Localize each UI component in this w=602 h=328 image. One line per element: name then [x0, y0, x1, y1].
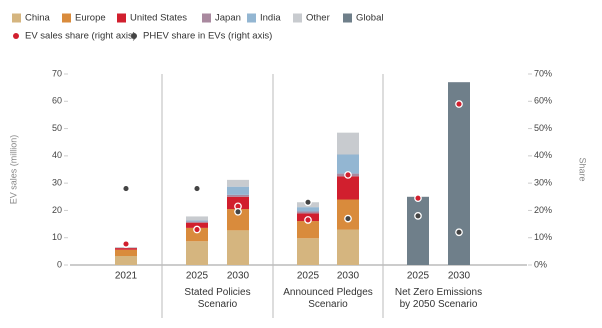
- share-dot: [193, 225, 201, 234]
- bar-segment: [297, 238, 319, 265]
- legend-label: Europe: [75, 13, 106, 24]
- legend-swatch: [293, 13, 302, 23]
- bar-segment: [227, 230, 249, 265]
- legend-label: Japan: [215, 13, 241, 24]
- bar-segment: [186, 216, 208, 221]
- y-tick-label: 30: [52, 178, 62, 188]
- legend-swatch: [343, 13, 352, 23]
- y-tick-label: 20: [52, 205, 62, 215]
- y-tick-label: 10: [52, 232, 62, 242]
- y2-tick-label: 20%: [534, 205, 552, 215]
- bar-segment: [297, 211, 319, 214]
- legend-label: India: [260, 13, 281, 24]
- share-dot: [193, 184, 201, 193]
- bar-segment: [337, 199, 359, 230]
- x-tick-label: 2021: [115, 271, 138, 282]
- bar-segment: [337, 132, 359, 155]
- y-axis-title: EV sales (million): [8, 135, 18, 205]
- legend-dot: [13, 33, 19, 39]
- x-tick-label: 2025: [186, 271, 209, 282]
- y-tick-label: 70: [52, 68, 62, 78]
- y2-tick-label: 40%: [534, 150, 552, 160]
- x-tick-label: 2025: [297, 271, 320, 282]
- share-dot: [455, 100, 463, 108]
- legend-label: Global: [356, 13, 383, 24]
- legend-swatch: [117, 13, 126, 23]
- legend-dot: [131, 33, 137, 39]
- share-dot: [344, 171, 352, 179]
- bar-segment: [407, 196, 429, 265]
- y-tick-label: 60: [52, 96, 62, 106]
- bar-segment: [115, 255, 137, 265]
- bar-segment: [337, 229, 359, 265]
- y-tick-label: 0: [57, 259, 62, 269]
- x-tick-label: 2030: [227, 271, 250, 282]
- y-tick-label: 40: [52, 150, 62, 160]
- y2-tick-label: 0%: [534, 259, 547, 269]
- group-label: Net Zero Emissions by 2050 Scenario: [394, 287, 483, 310]
- legend-label: EV sales share (right axis): [25, 31, 136, 42]
- bar-segment: [227, 179, 249, 187]
- legend-label: United States: [130, 13, 187, 24]
- x-tick-label: 2030: [448, 271, 471, 282]
- legend-swatch: [62, 13, 71, 23]
- share-dot: [122, 240, 130, 248]
- group-label: Stated Policies Scenario: [184, 287, 251, 310]
- bar-segment: [115, 248, 137, 250]
- y2-tick-label: 50%: [534, 123, 552, 133]
- bar-segment: [337, 176, 359, 200]
- bar-segment: [297, 221, 319, 239]
- y2-axis-title: Share: [578, 157, 588, 181]
- y2-tick-label: 10%: [534, 232, 552, 242]
- bar-segment: [186, 220, 208, 222]
- bar-segment: [227, 186, 249, 195]
- share-dot: [122, 184, 130, 193]
- share-dot: [414, 194, 422, 202]
- bar-segment: [227, 209, 249, 231]
- legend-swatch: [247, 13, 256, 23]
- bar-segment: [186, 221, 208, 223]
- y-tick-label: 50: [52, 123, 62, 133]
- share-dot: [304, 198, 312, 207]
- group-label: Announced Pledges Scenario: [283, 287, 373, 310]
- bar-segment: [337, 154, 359, 174]
- share-dot: [344, 214, 352, 223]
- y2-tick-label: 30%: [534, 178, 552, 188]
- bar-segment: [186, 241, 208, 265]
- y2-tick-label: 70%: [534, 68, 552, 78]
- x-tick-label: 2025: [407, 271, 430, 282]
- share-dot: [414, 212, 422, 220]
- y2-tick-label: 60%: [534, 96, 552, 106]
- legend-swatch: [202, 13, 211, 23]
- legend-label: PHEV share in EVs (right axis): [143, 31, 272, 42]
- legend-label: China: [25, 13, 51, 24]
- share-dot: [304, 216, 312, 224]
- bar-segment: [186, 227, 208, 242]
- x-tick-label: 2030: [337, 271, 360, 282]
- legend-label: Other: [306, 13, 330, 24]
- bar-segment: [448, 82, 470, 265]
- bar-segment: [227, 194, 249, 197]
- share-dot: [455, 228, 463, 237]
- bar-segment: [186, 222, 208, 228]
- bar-segment: [115, 249, 137, 256]
- share-dot: [234, 207, 242, 216]
- legend-swatch: [12, 13, 21, 23]
- bar-segment: [297, 207, 319, 212]
